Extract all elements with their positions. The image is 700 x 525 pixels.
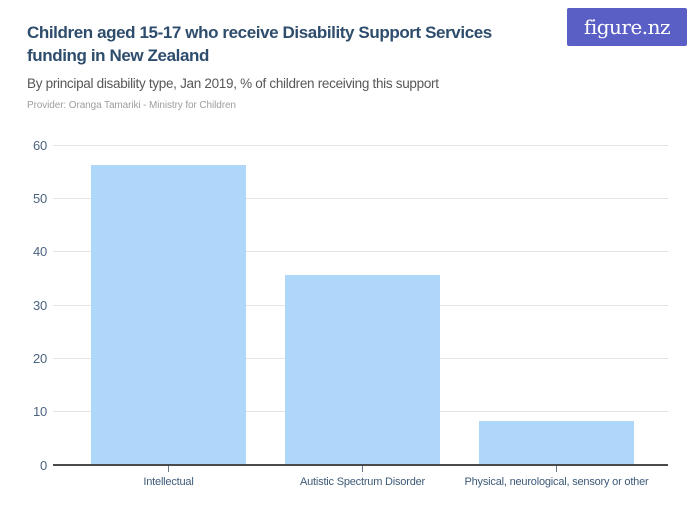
bar-intellectual — [91, 164, 246, 465]
y-axis-tick-label: 50 — [32, 190, 47, 206]
bar-physical-neurological-sensory-or-other — [479, 421, 634, 465]
x-axis-tick — [167, 466, 170, 472]
chart-subtitle: By principal disability type, Jan 2019, … — [27, 76, 439, 91]
y-gridline — [53, 197, 668, 199]
figurenz-logo[interactable]: figure.nz — [567, 8, 687, 46]
x-axis-line — [53, 464, 668, 466]
x-axis-tick — [361, 466, 364, 472]
bar-autistic-spectrum-disorder — [285, 275, 440, 465]
chart-title: Children aged 15-17 who receive Disabili… — [27, 23, 492, 65]
data-provider-credit: Provider: Oranga Tamariki - Ministry for… — [27, 100, 236, 111]
y-axis-tick-label: 40 — [32, 244, 47, 260]
y-gridline — [53, 144, 668, 146]
figurenz-logo-text: figure.nz — [583, 15, 671, 39]
y-axis-tick-label: 60 — [32, 137, 47, 153]
y-axis-tick-label: 30 — [32, 297, 47, 313]
x-axis-category-label: Physical, neurological, sensory or other — [464, 476, 649, 488]
y-axis-tick-label: 0 — [39, 457, 47, 473]
y-axis-tick-label: 20 — [32, 350, 47, 366]
y-gridline — [53, 251, 668, 253]
x-axis-category-label: Autistic Spectrum Disorder — [299, 476, 425, 488]
x-axis-tick — [555, 466, 558, 472]
x-axis-category-label: Intellectual — [143, 476, 194, 488]
y-axis-tick-label: 10 — [32, 404, 47, 420]
